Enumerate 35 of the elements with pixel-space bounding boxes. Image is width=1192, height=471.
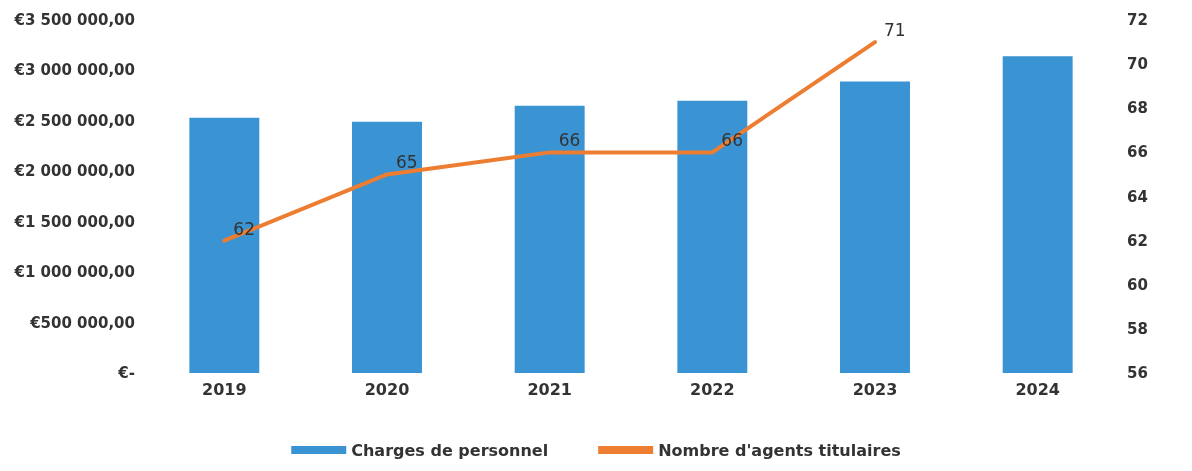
bar [840, 81, 910, 373]
bar [352, 121, 422, 373]
y2-tick-label: 62 [1127, 231, 1148, 250]
legend-label: Nombre d'agents titulaires [658, 440, 901, 460]
y2-tick-label: 72 [1127, 11, 1148, 29]
data-label: 66 [558, 130, 581, 151]
x-tick-label: 2023 [852, 379, 898, 399]
y2-tick-label: 66 [1127, 143, 1148, 162]
bar [189, 117, 260, 373]
y2-tick-label: 68 [1127, 99, 1148, 118]
legend-label: Charges de personnel [351, 440, 549, 460]
y-tick-label: €- [117, 364, 135, 382]
bar [677, 100, 748, 373]
y-tick-label: €3 000 000,00 [13, 61, 135, 80]
data-label: 65 [396, 152, 418, 173]
y-tick-label: €3 500 000,00 [13, 11, 135, 29]
x-tick-label: 2019 [202, 379, 247, 399]
x-tick-label: 2021 [527, 379, 572, 399]
bar [514, 105, 585, 373]
y2-tick-label: 70 [1127, 55, 1148, 74]
y2-tick-label: 56 [1127, 364, 1148, 382]
x-tick-label: 2022 [690, 379, 735, 399]
y-tick-label: €2 500 000,00 [13, 111, 135, 130]
line-series [222, 40, 877, 243]
y2-tick-label: 58 [1127, 319, 1148, 338]
y-tick-label: €1 500 000,00 [13, 212, 135, 231]
y-tick-label: €500 000,00 [29, 313, 135, 332]
x-tick-label: 2020 [364, 379, 410, 399]
y-tick-label: €2 000 000,00 [13, 162, 135, 181]
bar [1002, 56, 1073, 373]
x-tick-label: 2024 [1015, 379, 1060, 399]
data-label: 71 [884, 20, 906, 41]
y2-tick-label: 60 [1127, 275, 1148, 294]
y-tick-label: €1 000 000,00 [13, 263, 135, 282]
y2-tick-label: 64 [1127, 187, 1148, 206]
